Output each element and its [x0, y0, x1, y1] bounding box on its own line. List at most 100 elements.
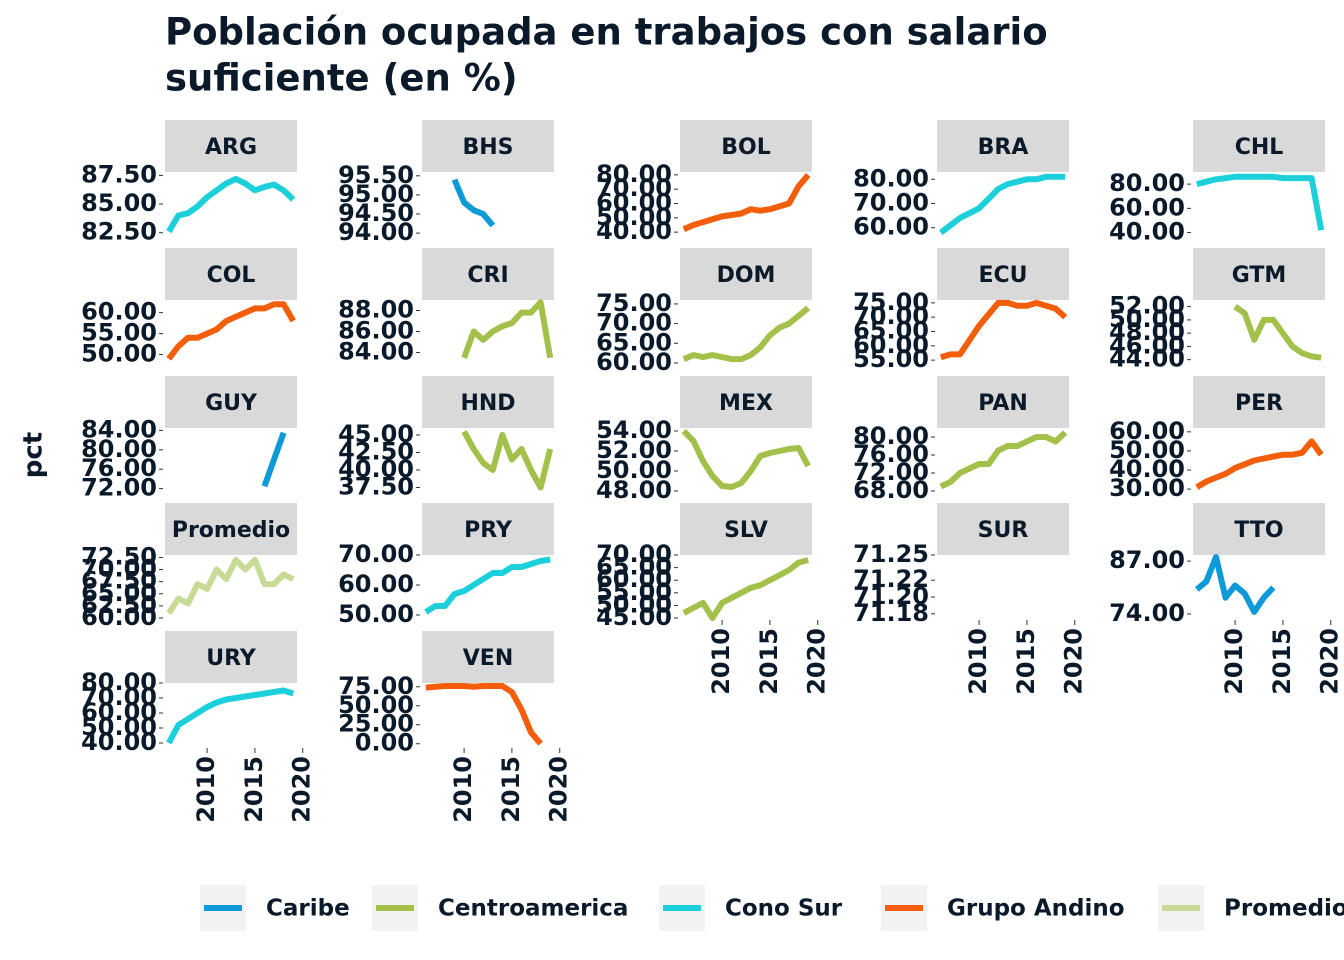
y-tick-label: 67.50	[81, 567, 157, 595]
y-tick-label: 60.00	[596, 189, 672, 217]
y-tick-label: 50.00	[1109, 305, 1185, 333]
y-tick-label: 95.00	[338, 180, 414, 208]
y-tick-label: 74.00	[1109, 599, 1185, 627]
panel-title: VEN	[463, 646, 513, 671]
y-tick-label: 70.00	[338, 540, 414, 568]
data-line	[425, 683, 543, 746]
data-line	[1194, 554, 1276, 615]
y-tick-label: 50.00	[1109, 436, 1185, 464]
y-tick-label: 88.00	[338, 296, 414, 324]
y-tick-label: 71.18	[853, 599, 929, 627]
panel-title: MEX	[719, 391, 773, 416]
y-tick-label: 50.00	[596, 590, 672, 618]
data-line	[681, 428, 811, 490]
strip	[937, 376, 1069, 428]
data-line	[166, 687, 295, 745]
legend-label: Centroamerica	[438, 896, 628, 922]
panel-title: CRI	[467, 263, 508, 288]
y-tick-label: 55.00	[853, 345, 929, 373]
panel-title: SLV	[724, 518, 768, 543]
data-line	[682, 557, 809, 621]
y-tick-label: 70.00	[81, 683, 157, 711]
panel-title: BOL	[721, 135, 771, 160]
data-line	[938, 173, 1066, 235]
panel-title: GUY	[205, 391, 258, 416]
y-tick-label: 72.00	[853, 458, 929, 486]
y-tick-label: 55.00	[81, 319, 157, 347]
strip	[422, 120, 554, 172]
y-tick-label: 55.00	[596, 578, 672, 606]
data-line	[1233, 304, 1322, 361]
y-tick-label: 42.50	[338, 438, 414, 466]
y-tick-label: 40.00	[1109, 218, 1185, 246]
y-tick-label: 70.00	[81, 555, 157, 583]
y-tick-label: 60.00	[1109, 417, 1185, 445]
strip	[165, 631, 297, 683]
y-tick-label: 40.00	[81, 728, 157, 756]
y-tick-label: 95.50	[338, 161, 414, 189]
y-tick-label: 70.00	[596, 540, 672, 568]
y-tick-label: 60.00	[81, 698, 157, 726]
y-tick-label: 60.00	[81, 298, 157, 326]
y-tick-label: 75.00	[338, 672, 414, 700]
y-axis-label: pct	[19, 432, 49, 478]
data-line	[939, 430, 1068, 490]
data-line	[1195, 438, 1324, 490]
strip	[422, 503, 554, 555]
strip	[937, 503, 1069, 555]
y-tick-label: 75.00	[853, 288, 929, 316]
y-tick-label: 60.00	[338, 570, 414, 598]
data-line	[166, 175, 296, 234]
panel-title: URY	[206, 646, 257, 671]
y-tick-label: 80.00	[81, 435, 157, 463]
y-tick-label: 50.00	[338, 691, 414, 719]
strip	[680, 503, 812, 555]
x-tick-label: 2015	[1268, 628, 1296, 695]
y-tick-label: 84.00	[81, 415, 157, 443]
panel-title: ECU	[978, 263, 1027, 288]
chart-title: Población ocupada en trabajos con salari…	[165, 11, 1048, 54]
y-tick-label: 40.00	[1109, 455, 1185, 483]
strip	[1193, 248, 1325, 300]
panel-title: ARG	[205, 135, 257, 160]
y-tick-label: 60.00	[853, 331, 929, 359]
y-tick-label: 60.00	[81, 603, 157, 631]
y-tick-label: 40.00	[338, 455, 414, 483]
panel-title: COL	[207, 263, 256, 288]
y-tick-label: 50.00	[81, 340, 157, 368]
x-tick-label: 2010	[964, 628, 992, 695]
y-tick-label: 65.00	[81, 579, 157, 607]
strip	[422, 631, 554, 683]
y-tick-label: 72.00	[81, 474, 157, 502]
y-tick-label: 25.00	[338, 710, 414, 738]
x-tick-label: 2010	[707, 628, 735, 695]
strip	[1193, 120, 1325, 172]
y-tick-label: 87.50	[81, 160, 157, 188]
data-line	[451, 178, 496, 228]
data-line	[461, 299, 554, 359]
x-tick-label: 2020	[288, 756, 316, 823]
y-tick-label: 71.20	[853, 582, 929, 610]
y-tick-label: 60.00	[1109, 193, 1185, 221]
y-tick-label: 85.00	[81, 189, 157, 217]
y-tick-label: 65.00	[853, 317, 929, 345]
strip	[680, 120, 812, 172]
panel-title: PAN	[978, 391, 1028, 416]
y-tick-label: 82.50	[81, 218, 157, 246]
strip	[165, 248, 297, 300]
y-tick-label: 60.00	[596, 565, 672, 593]
strip	[680, 376, 812, 428]
y-tick-label: 80.00	[853, 422, 929, 450]
y-tick-label: 70.00	[853, 302, 929, 330]
x-tick-label: 2020	[1060, 628, 1088, 695]
x-tick-label: 2010	[449, 756, 477, 823]
x-tick-label: 2015	[240, 756, 268, 823]
data-line	[424, 556, 551, 615]
strip	[165, 503, 297, 555]
strip	[937, 248, 1069, 300]
x-tick-label: 2010	[1220, 628, 1248, 695]
panel-title: SUR	[978, 518, 1029, 543]
panel-title: GTM	[1232, 263, 1287, 288]
strip	[1193, 376, 1325, 428]
y-tick-label: 45.00	[338, 420, 414, 448]
